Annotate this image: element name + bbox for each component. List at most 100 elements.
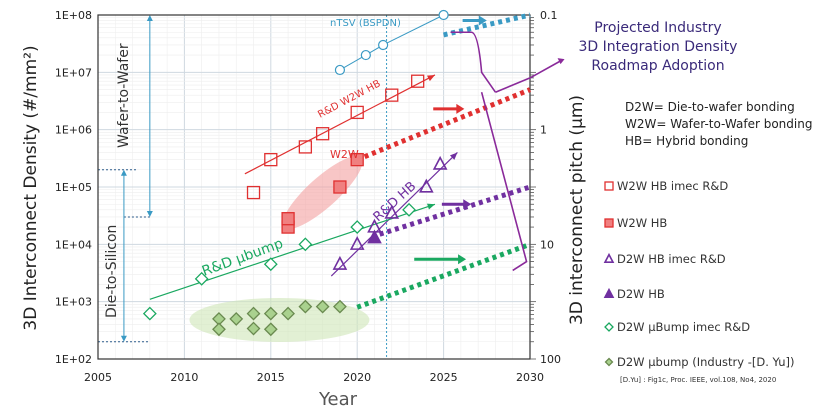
data-point bbox=[402, 202, 416, 217]
die-to-silicon-label: Die-to-Silicon bbox=[104, 225, 120, 318]
legend-label: W2W HB bbox=[617, 216, 667, 230]
data-point bbox=[333, 299, 347, 314]
legend-marker bbox=[604, 218, 614, 228]
legend-label: W2W HB imec R&D bbox=[617, 179, 728, 193]
x-tick-label: 2020 bbox=[343, 371, 371, 384]
trend-label-w2w: R&D W2W HB bbox=[316, 78, 382, 120]
citation: [D.Yu] : Fig1c, Proc. IEEE, vol.108, No4… bbox=[620, 376, 776, 384]
legend-label: D2W HB imec R&D bbox=[617, 252, 726, 266]
y-tick-label: 1E+03 bbox=[55, 296, 92, 309]
data-point bbox=[350, 152, 364, 167]
arrowhead-icon bbox=[146, 210, 153, 217]
trend-label-ubump: R&D µbump bbox=[200, 236, 286, 280]
arrowhead-icon bbox=[120, 335, 127, 342]
arrowhead-icon bbox=[146, 15, 153, 21]
data-point bbox=[378, 39, 389, 51]
projection-line bbox=[443, 12, 531, 38]
definition-w2w: W2W= Wafer-to-Wafer bonding bbox=[625, 117, 812, 131]
y-tick-label: 1E+08 bbox=[55, 9, 92, 22]
y-tick-label: 1E+04 bbox=[55, 238, 92, 251]
data-point bbox=[432, 155, 448, 170]
legend-marker bbox=[604, 181, 614, 191]
data-point bbox=[246, 321, 261, 336]
data-point bbox=[315, 127, 330, 141]
definition-d2w: D2W= Die-to-wafer bonding bbox=[625, 100, 795, 114]
data-point bbox=[418, 178, 434, 193]
legend: W2W HB imec R&D W2W HB D2W HB imec R&D D2W … bbox=[603, 179, 794, 369]
data-point bbox=[281, 212, 295, 226]
data-point bbox=[438, 9, 449, 21]
data-point bbox=[367, 229, 382, 244]
projection-arrowhead-icon bbox=[456, 103, 465, 114]
y-tick-label: 1E+05 bbox=[55, 181, 92, 194]
projection-arrowhead-icon bbox=[478, 15, 487, 26]
data-point bbox=[281, 306, 295, 321]
projection-arrowhead-icon bbox=[458, 254, 467, 265]
data-point bbox=[350, 105, 364, 120]
data-point bbox=[298, 140, 313, 154]
projection-line bbox=[356, 241, 531, 310]
roadmap-bracket bbox=[450, 31, 562, 272]
trend-line bbox=[149, 203, 436, 300]
y2-axis-label: 3D interconnect pitch (µm) bbox=[567, 95, 587, 325]
data-point bbox=[332, 255, 348, 270]
data-point bbox=[194, 271, 209, 286]
bracket-arrow-icon bbox=[557, 58, 565, 65]
y-tick-label: 1E+02 bbox=[55, 353, 92, 366]
projected-title-2: 3D Integration Density bbox=[579, 39, 738, 55]
data-point bbox=[411, 74, 425, 88]
w2w-region-ellipse bbox=[282, 156, 363, 230]
data-point bbox=[263, 322, 278, 337]
x-tick-label: 2005 bbox=[84, 371, 112, 384]
x-tick-label: 2015 bbox=[257, 371, 285, 384]
data-point bbox=[333, 180, 347, 194]
ntsv-line bbox=[339, 14, 444, 71]
data-point bbox=[263, 306, 278, 321]
data-point bbox=[246, 185, 261, 200]
data-point bbox=[264, 152, 278, 167]
x-tick-label: 2025 bbox=[430, 371, 458, 384]
legend-marker bbox=[603, 287, 615, 298]
y2-tick-label: 1 bbox=[540, 124, 547, 137]
x-axis-label: Year bbox=[318, 389, 358, 409]
data-point bbox=[142, 306, 157, 321]
data-point bbox=[384, 204, 400, 219]
trend-arrow-icon bbox=[426, 74, 435, 82]
data-point bbox=[315, 299, 330, 314]
ntsv-label: nTSV (BSPDN) bbox=[330, 18, 401, 29]
data-point bbox=[349, 236, 365, 250]
data-point bbox=[298, 237, 313, 252]
data-point bbox=[212, 322, 226, 337]
legend-marker bbox=[604, 322, 614, 332]
y2-tick-label: 0.1 bbox=[540, 9, 558, 22]
projection-arrowhead-icon bbox=[463, 199, 472, 210]
x-tick-label: 2030 bbox=[516, 371, 544, 384]
projected-title-3: Roadmap Adoption bbox=[591, 58, 724, 74]
legend-label: D2W µBump imec R&D bbox=[617, 320, 750, 334]
w2w-label: W2W bbox=[330, 148, 359, 161]
legend-marker bbox=[604, 357, 614, 367]
legend-label: D2W µbump (Industry -[D. Yu]) bbox=[617, 355, 794, 369]
y-tick-label: 1E+06 bbox=[55, 124, 92, 137]
projection-line bbox=[378, 184, 531, 237]
definition-hb: HB= Hybrid bonding bbox=[625, 134, 748, 148]
y2-tick-label: 10 bbox=[540, 238, 554, 251]
data-point bbox=[334, 64, 346, 76]
wafer-to-wafer-label: Wafer-to-Wafer bbox=[116, 43, 132, 148]
data-point bbox=[298, 299, 313, 314]
arrowhead-icon bbox=[120, 169, 127, 176]
trend-arrow-icon bbox=[426, 203, 435, 210]
data-point bbox=[385, 88, 399, 102]
x-tick-label: 2010 bbox=[170, 371, 198, 384]
grid bbox=[97, 15, 531, 360]
legend-label: D2W HB bbox=[617, 287, 665, 301]
y2-tick-label: 100 bbox=[540, 353, 561, 366]
projected-title-1: Projected Industry bbox=[594, 20, 721, 36]
trend-arrow-icon bbox=[449, 152, 458, 160]
legend-marker bbox=[603, 252, 615, 263]
trend-line bbox=[330, 152, 458, 277]
projection-line bbox=[356, 87, 531, 162]
data-point bbox=[246, 306, 261, 321]
data-point bbox=[350, 220, 365, 234]
